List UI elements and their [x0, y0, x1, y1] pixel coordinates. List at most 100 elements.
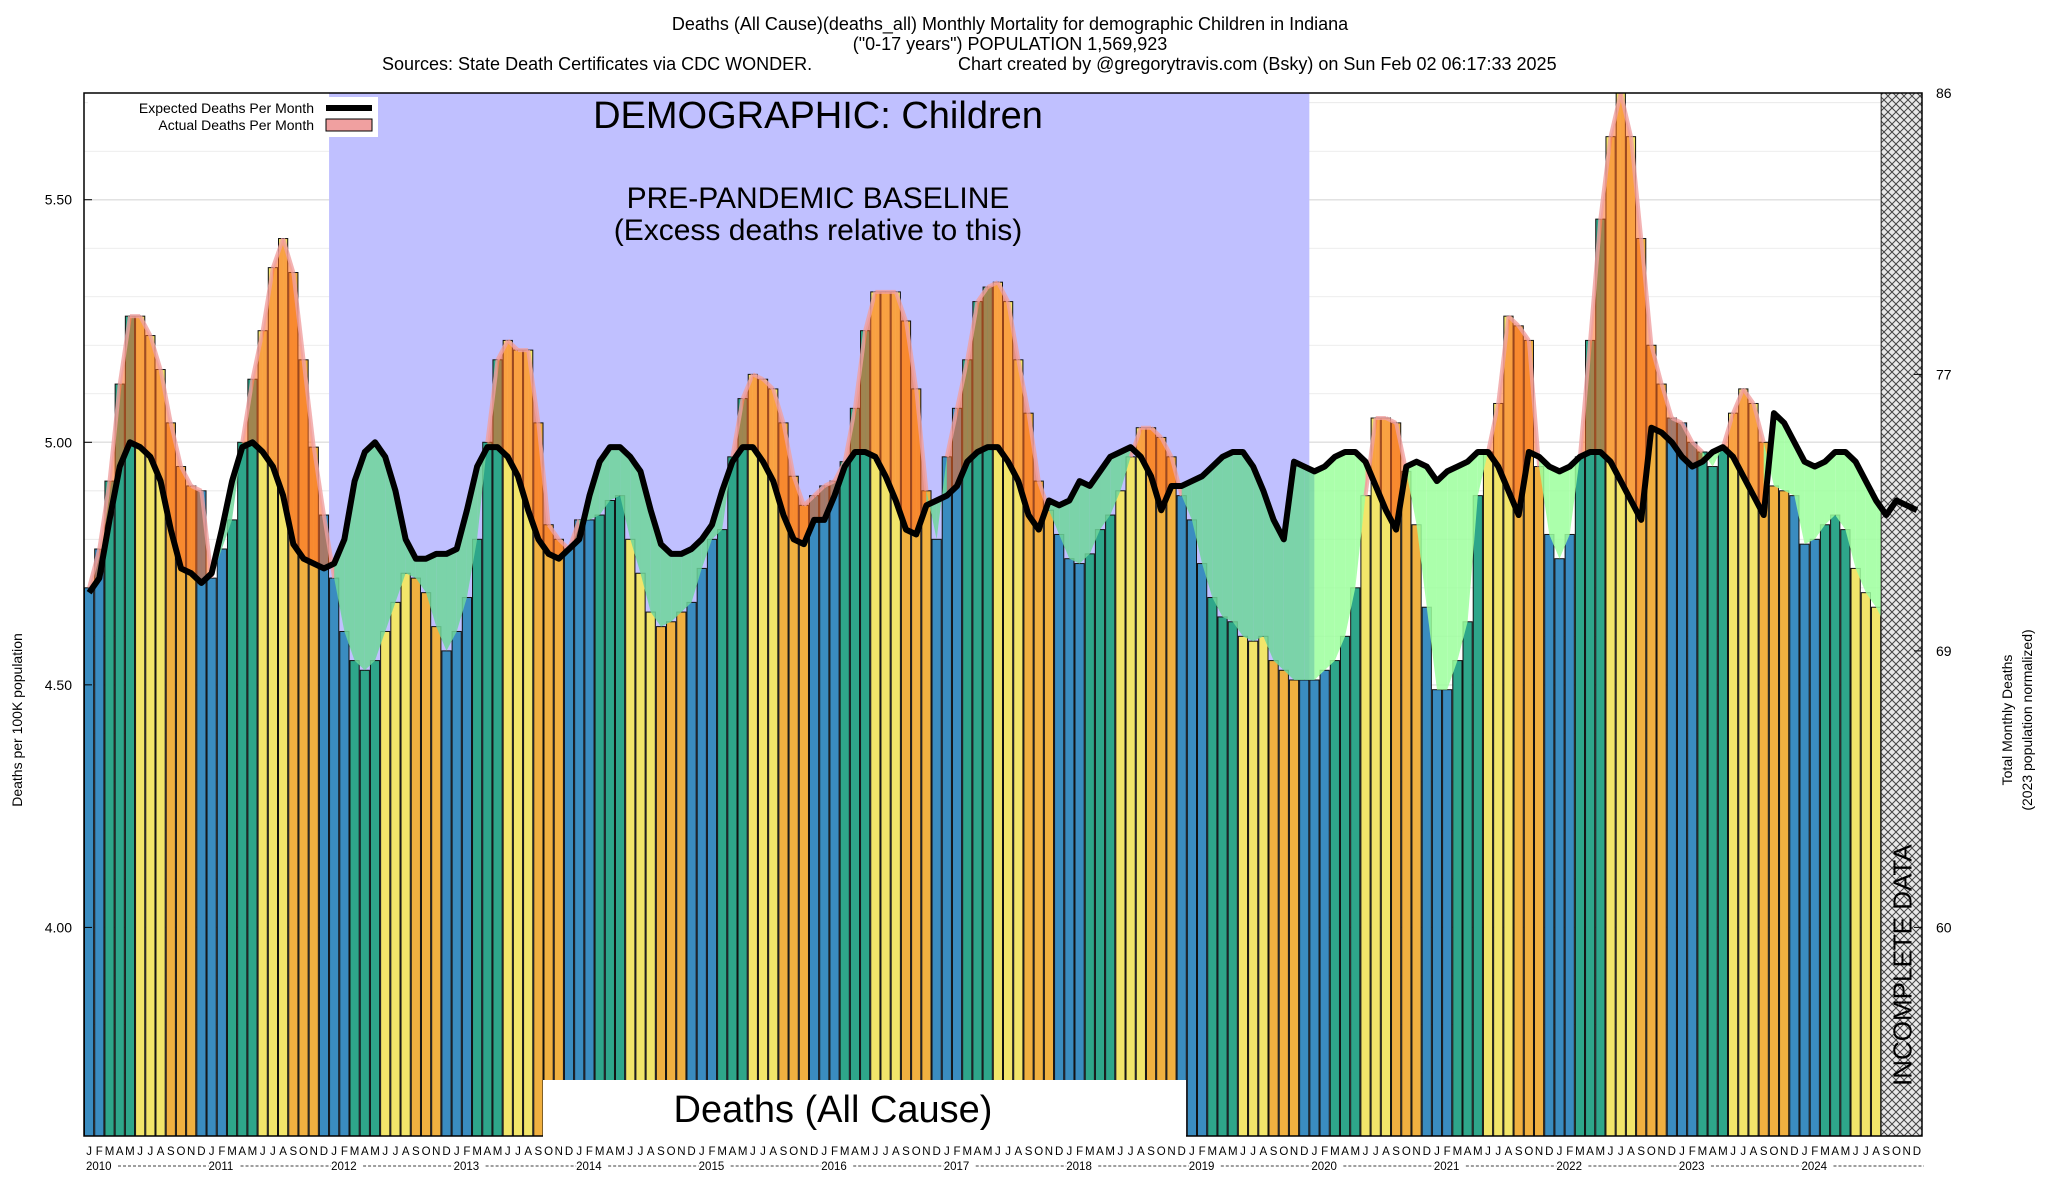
actual-deaths-bar: [676, 611, 687, 1137]
actual-deaths-bar: [84, 587, 95, 1137]
actual-peak-outline: [506, 338, 520, 352]
actual-peak-outline: [1016, 359, 1031, 414]
month-tick-label: M: [1350, 1146, 1360, 1158]
month-tick-label: F: [1076, 1146, 1083, 1158]
month-tick-label: D: [442, 1146, 450, 1158]
actual-deaths-bar: [931, 538, 942, 1137]
actual-peak-outline: [1670, 416, 1683, 425]
excess-fill-segment: [1651, 345, 1662, 433]
month-tick-label: A: [238, 1146, 246, 1158]
month-tick-label: A: [1709, 1146, 1717, 1158]
month-tick-label: J: [1485, 1146, 1491, 1158]
actual-deaths-bar: [1094, 529, 1106, 1137]
actual-deaths-bar: [1799, 543, 1810, 1137]
month-tick-label: F: [1444, 1146, 1451, 1158]
month-tick-label: M: [738, 1146, 748, 1158]
actual-deaths-bar: [1585, 339, 1596, 1137]
month-tick-label: S: [1515, 1146, 1523, 1158]
deficit-fill-segment: [1845, 451, 1856, 569]
actual-peak-outline: [148, 334, 163, 371]
month-tick-label: J: [995, 1146, 1001, 1158]
month-tick-label: F: [1689, 1146, 1696, 1158]
deficit-fill-segment: [1824, 451, 1836, 525]
month-tick-label: J: [1730, 1146, 1736, 1158]
deficit-fill-segment: [1334, 451, 1346, 661]
actual-deaths-bar: [666, 621, 677, 1137]
excess-fill-segment: [875, 291, 886, 477]
month-tick-label: M: [370, 1146, 380, 1158]
month-tick-label: M: [1228, 1146, 1238, 1158]
month-tick-label: O: [1769, 1146, 1778, 1158]
actual-deaths-bar: [594, 514, 605, 1137]
month-tick-label: M: [860, 1146, 870, 1158]
right-tick-label: 69: [1936, 643, 1952, 659]
month-tick-label: O: [789, 1146, 798, 1158]
month-tick-label: J: [1312, 1146, 1318, 1158]
chart-titles: Deaths (All Cause)(deaths_all) Monthly M…: [382, 14, 1557, 74]
actual-peak-outline: [87, 548, 102, 589]
actual-deaths-bar: [1186, 519, 1198, 1137]
actual-deaths-bar: [563, 548, 575, 1137]
actual-peak-outline: [1751, 402, 1766, 443]
right-axis-sublabel: (2023 population normalized): [2019, 629, 2035, 810]
month-tick-label: F: [1811, 1146, 1818, 1158]
excess-fill-segment: [1620, 93, 1631, 501]
deficit-fill-segment: [1191, 476, 1203, 564]
actual-deaths-bar: [206, 577, 217, 1137]
actual-deaths-bar: [1809, 538, 1820, 1137]
deficit-fill-segment: [671, 553, 682, 622]
deficit-fill-segment: [1232, 451, 1243, 637]
month-tick-label: O: [1157, 1146, 1166, 1158]
excess-fill-segment: [752, 374, 764, 462]
actual-deaths-bar: [635, 572, 646, 1137]
deficit-fill-segment: [1436, 471, 1448, 690]
month-tick-label: F: [831, 1146, 838, 1158]
actual-deaths-bar: [420, 592, 432, 1137]
actual-deaths-bar: [839, 461, 850, 1137]
actual-peak-outline: [240, 378, 255, 443]
month-tick-label: S: [657, 1146, 665, 1158]
actual-deaths-bar: [584, 519, 595, 1137]
month-tick-label: D: [565, 1146, 573, 1158]
excess-fill-segment: [140, 316, 151, 457]
actual-deaths-bar: [1329, 660, 1340, 1137]
actual-deaths-bar: [1748, 402, 1759, 1137]
actual-deaths-bar: [604, 499, 615, 1137]
month-tick-label: M: [1330, 1146, 1340, 1158]
left-tick-label: 4.50: [45, 677, 72, 693]
month-tick-label: J: [821, 1146, 827, 1158]
actual-peak-outline: [740, 373, 755, 400]
deficit-fill-segment: [1263, 490, 1274, 661]
month-tick-label: M: [1698, 1146, 1708, 1158]
deficit-fill-segment: [1355, 451, 1366, 588]
deficit-fill-segment: [1814, 461, 1825, 540]
actual-peak-outline: [771, 388, 786, 424]
legend-actual-swatch: [325, 118, 373, 132]
year-tick-label: 2013: [454, 1161, 480, 1173]
chart-credit: Chart created by @gregorytravis.com (Bsk…: [958, 54, 1557, 74]
excess-fill-segment: [497, 340, 508, 457]
month-tick-label: A: [402, 1146, 410, 1158]
actual-deaths-bar: [1278, 669, 1289, 1137]
actual-peak-outline: [761, 377, 775, 391]
month-tick-label: N: [1290, 1146, 1298, 1158]
actual-deaths-bar: [216, 548, 227, 1137]
actual-peak-outline: [1598, 136, 1613, 220]
actual-deaths-bar: [757, 378, 769, 1137]
excess-fill-segment: [793, 476, 804, 545]
month-tick-label: J: [1066, 1146, 1072, 1158]
month-tick-label: J: [1363, 1146, 1369, 1158]
actual-peak-outline: [311, 446, 326, 516]
actual-deaths-bar: [1288, 679, 1300, 1137]
month-tick-label: S: [1270, 1146, 1278, 1158]
month-tick-label: J: [1240, 1146, 1246, 1158]
deficit-fill-segment: [1426, 466, 1437, 690]
actual-peak-outline: [965, 301, 980, 361]
deficit-fill-segment: [599, 447, 610, 516]
month-tick-label: A: [484, 1146, 492, 1158]
month-tick-label: A: [157, 1146, 165, 1158]
actual-deaths-bar: [1064, 558, 1075, 1137]
actual-deaths-bar: [1054, 533, 1065, 1137]
month-tick-label: O: [1524, 1146, 1533, 1158]
